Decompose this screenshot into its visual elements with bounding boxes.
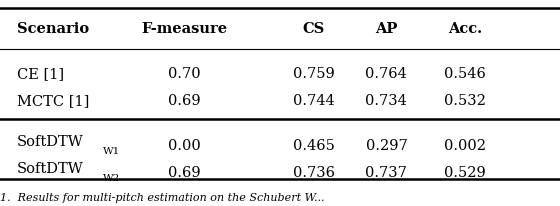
Text: Scenario: Scenario — [17, 22, 89, 36]
Text: SoftDTW: SoftDTW — [17, 135, 83, 149]
Text: SoftDTW: SoftDTW — [17, 162, 83, 176]
Text: 0.70: 0.70 — [169, 67, 201, 81]
Text: 0.69: 0.69 — [169, 94, 201, 108]
Text: 0.532: 0.532 — [444, 94, 486, 108]
Text: 0.297: 0.297 — [366, 139, 407, 153]
Text: 0.734: 0.734 — [366, 94, 407, 108]
Text: CS: CS — [302, 22, 325, 36]
Text: W2: W2 — [103, 174, 120, 183]
Text: 0.546: 0.546 — [444, 67, 486, 81]
Text: 0.529: 0.529 — [444, 166, 486, 180]
Text: CE [1]: CE [1] — [17, 67, 64, 81]
Text: 0.465: 0.465 — [293, 139, 334, 153]
Text: W1: W1 — [103, 147, 120, 156]
Text: MCTC [1]: MCTC [1] — [17, 94, 89, 108]
Text: 1.  Results for multi-pitch estimation on the Schubert W...: 1. Results for multi-pitch estimation on… — [0, 193, 324, 203]
Text: Acc.: Acc. — [448, 22, 482, 36]
Text: F-measure: F-measure — [142, 22, 228, 36]
Text: 0.744: 0.744 — [293, 94, 334, 108]
Text: 0.764: 0.764 — [366, 67, 407, 81]
Text: 0.759: 0.759 — [293, 67, 334, 81]
Text: 0.002: 0.002 — [444, 139, 486, 153]
Text: 0.00: 0.00 — [169, 139, 201, 153]
Text: 0.737: 0.737 — [366, 166, 407, 180]
Text: 0.69: 0.69 — [169, 166, 201, 180]
Text: AP: AP — [375, 22, 398, 36]
Text: 0.736: 0.736 — [293, 166, 335, 180]
